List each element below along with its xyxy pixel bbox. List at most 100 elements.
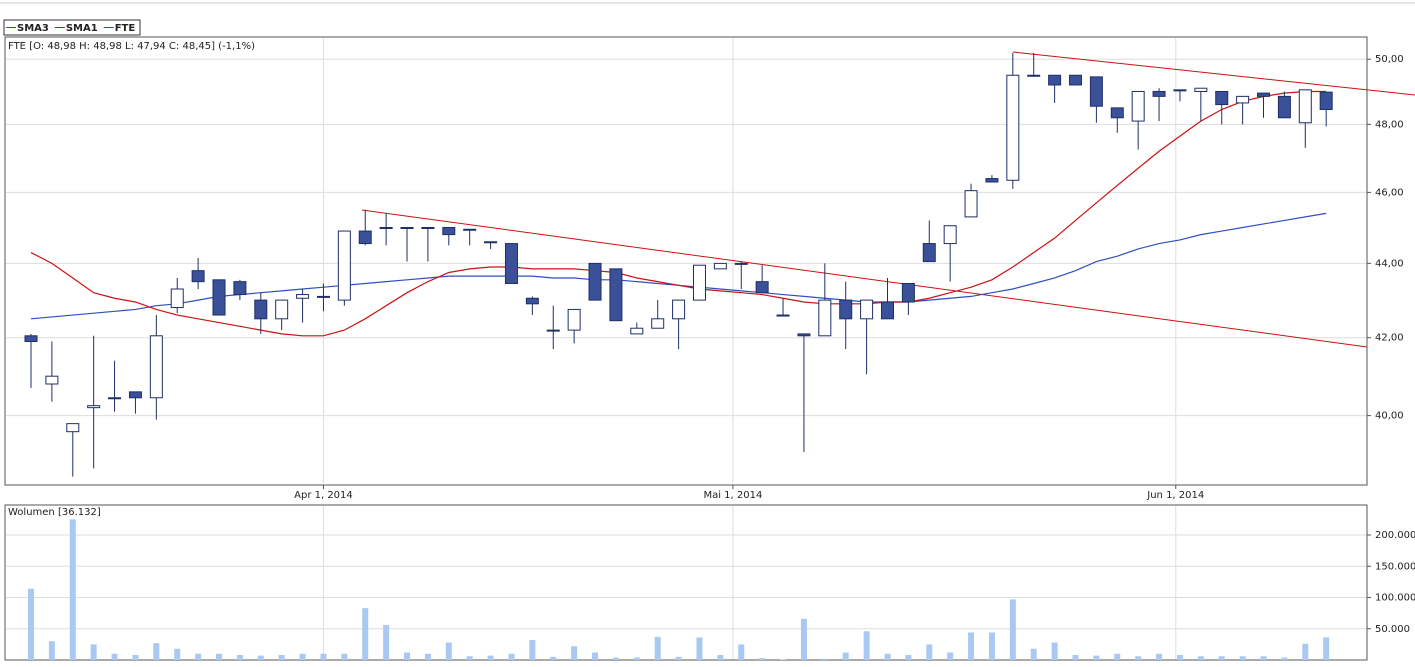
y-tick-label: 200.000 (1375, 530, 1415, 541)
volume-bar (132, 655, 139, 660)
candle-body (546, 329, 560, 332)
volume-bar (905, 655, 912, 660)
candle-body (985, 178, 999, 183)
candle-body (212, 279, 226, 316)
volume-bar (424, 653, 431, 660)
candle-body (1110, 107, 1124, 119)
candle-body (1006, 74, 1020, 181)
y-tick-label: 40,00 (1375, 411, 1404, 422)
volume-bar (780, 659, 787, 660)
volume-bar (69, 519, 76, 660)
candle-body (839, 299, 853, 320)
volume-bar (968, 632, 975, 660)
volume-bar (153, 643, 160, 660)
volume-bar (696, 637, 703, 660)
y-tick-label: 44,00 (1375, 258, 1404, 269)
info-text: FTE [O: 48,98 H: 48,98 L: 47,94 C: 48,45… (8, 41, 255, 52)
candle-body (1319, 91, 1333, 111)
candle-body (1027, 74, 1041, 77)
volume-panel (4, 504, 1368, 661)
candle-body (1277, 95, 1291, 119)
volume-bar (1218, 656, 1225, 660)
volume-bar (299, 653, 306, 660)
candle-body (1131, 90, 1145, 122)
volume-bar (257, 655, 264, 660)
volume-bar (195, 653, 202, 660)
volume-bar (466, 656, 473, 660)
candle-body (943, 225, 957, 245)
candle-body (254, 299, 268, 320)
volume-bar (759, 658, 766, 660)
volume-bar (1030, 648, 1037, 660)
volume-bar (717, 655, 724, 660)
volume-bar (1323, 637, 1330, 660)
candle-body (964, 190, 978, 218)
candle-body (358, 230, 372, 245)
candle-body (463, 228, 477, 231)
trend-line (1012, 51, 1415, 96)
volume-bar (1156, 653, 1163, 660)
volume-bar (821, 658, 828, 660)
volume-bar (487, 655, 494, 660)
candle-body (421, 226, 435, 229)
candle-body (379, 226, 393, 229)
volume-bar (28, 588, 34, 660)
candle-body (1257, 92, 1271, 97)
y-tick-label: 48,00 (1375, 119, 1404, 130)
volume-bar (445, 642, 452, 660)
x-tick-label: Apr 1, 2014 (294, 490, 353, 501)
volume-bar (947, 652, 954, 660)
volume-bar (1114, 653, 1121, 660)
candle-body (1152, 90, 1166, 97)
candle-body (713, 262, 727, 270)
candle-body (170, 288, 184, 309)
volume-bar (174, 648, 181, 660)
legend-label: SMA1 (66, 23, 98, 34)
candle-body (1048, 74, 1062, 86)
candle-body (504, 243, 518, 284)
volume-bar (90, 644, 97, 660)
candle-body (66, 423, 80, 433)
volume-bar (529, 640, 536, 660)
legend-label: FTE (115, 23, 136, 34)
volume-bar (738, 644, 745, 660)
candle-body (797, 333, 811, 337)
volume-bar (48, 641, 55, 660)
volume-bar (1093, 655, 1100, 660)
candle-body (1215, 90, 1229, 106)
candle-body (484, 241, 498, 244)
volume-bar (1051, 642, 1058, 660)
candle-body (672, 299, 686, 320)
volume-bar (1072, 655, 1079, 660)
y-tick-label: 100.000 (1375, 593, 1415, 604)
volume-bar (1302, 643, 1309, 660)
y-tick-label: 50.000 (1375, 624, 1410, 635)
volume-bar (1260, 656, 1267, 660)
volume-bar (675, 656, 682, 660)
price-panel (4, 36, 1368, 486)
candle-body (776, 314, 790, 317)
candle-body (24, 335, 38, 343)
volume-bar (592, 652, 599, 660)
indicator-line (30, 90, 1327, 337)
volume-bar (654, 636, 661, 660)
y-tick-label: 42,00 (1375, 333, 1404, 344)
volume-bar (1176, 655, 1183, 660)
candle-body (108, 397, 122, 400)
volume-bar (988, 632, 995, 660)
volume-bar (216, 653, 223, 660)
volume-bar (612, 657, 619, 660)
candle-body (233, 281, 247, 296)
volume-bar (842, 652, 849, 660)
candle-body (1173, 89, 1187, 92)
candle-body (275, 299, 289, 320)
volume-bar (404, 652, 411, 660)
volume-bar (111, 653, 118, 660)
volume-bar (362, 608, 369, 660)
candle-body (45, 375, 59, 385)
volume-bar (863, 631, 870, 660)
candle-body (149, 335, 163, 399)
candle-body (316, 295, 330, 298)
